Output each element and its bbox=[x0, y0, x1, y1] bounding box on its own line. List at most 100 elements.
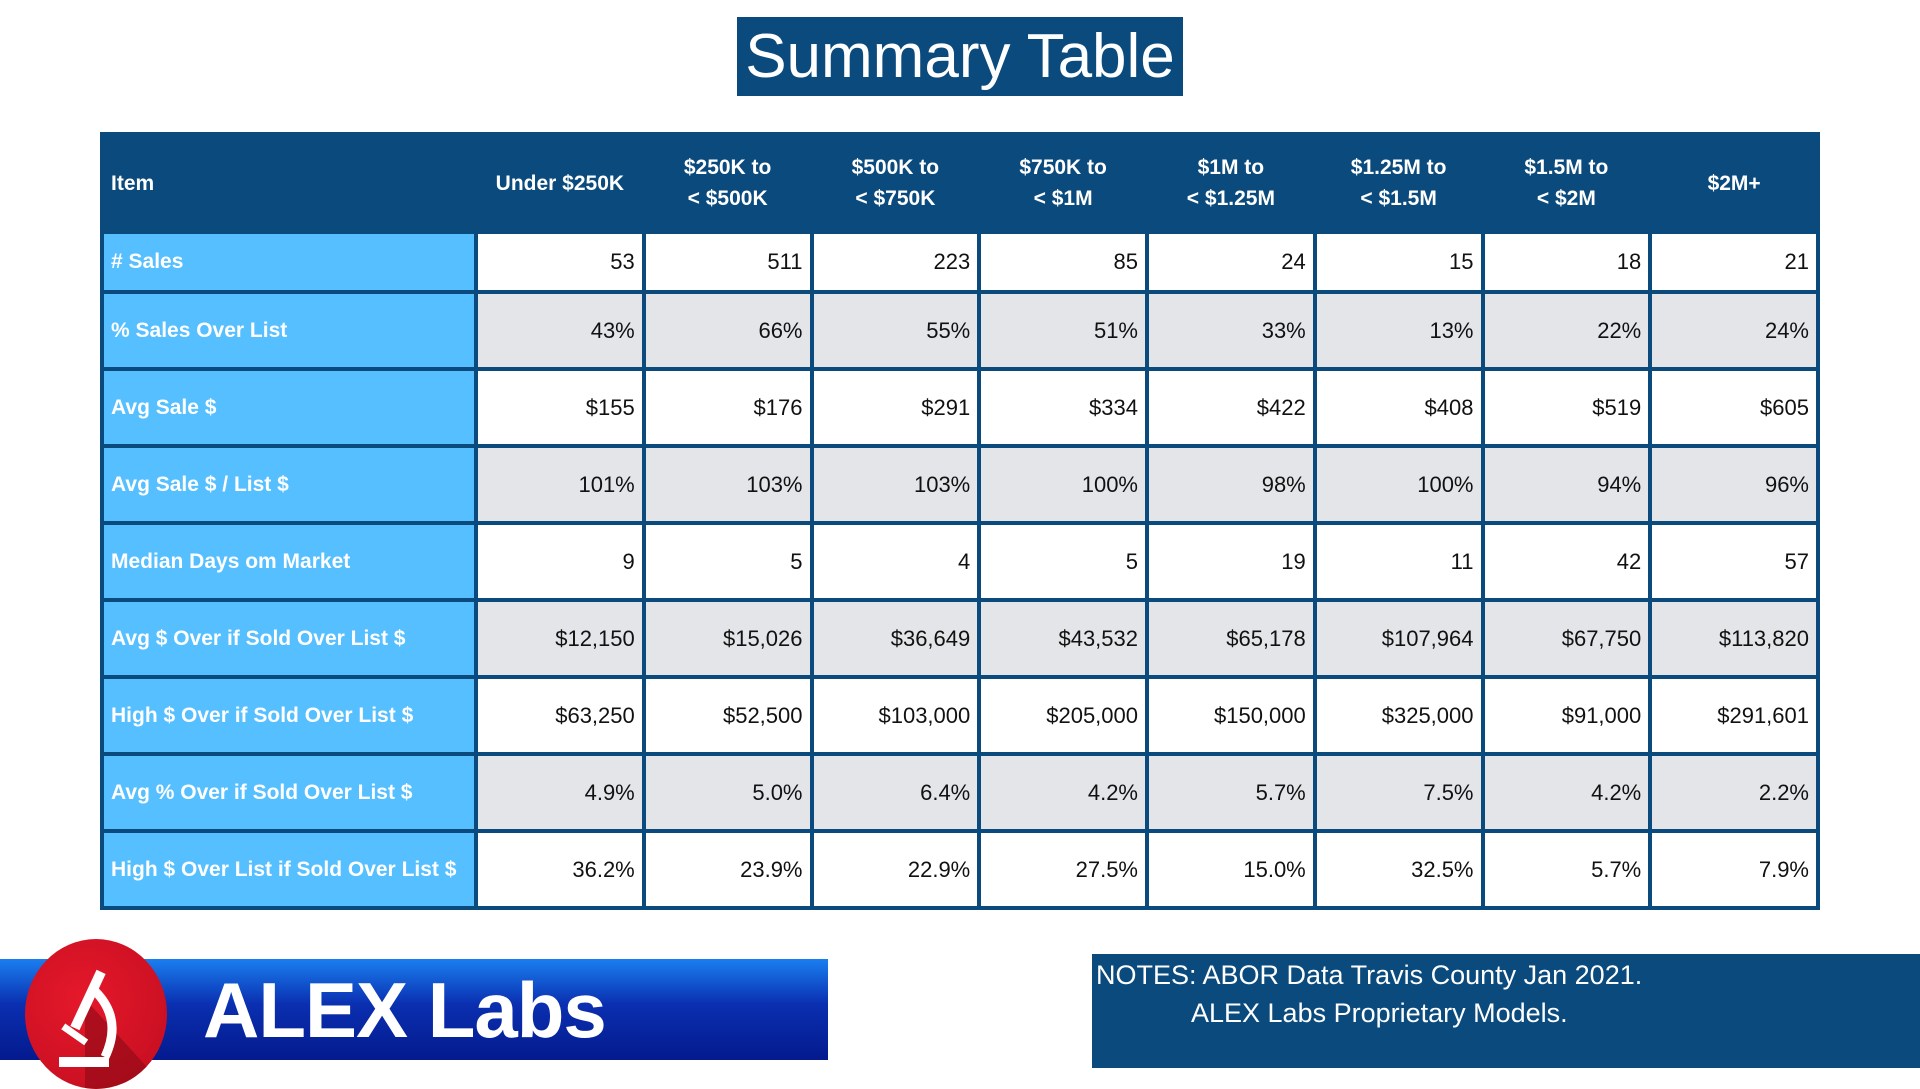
table-row: % Sales Over List 43% 66% 55% 51% 33% 13% 22% 24… bbox=[100, 290, 1820, 371]
row-label: High $ Over if Sold Over List $ bbox=[100, 675, 478, 756]
table-cell: 22% bbox=[1480, 290, 1653, 371]
table-cell: $91,000 bbox=[1480, 675, 1653, 756]
column-header-item: Item bbox=[100, 132, 478, 234]
row-label: % Sales Over List bbox=[100, 290, 478, 371]
table-cell: 511 bbox=[641, 230, 814, 294]
table-row: Avg Sale $ / List $101% 103% 103% 100% 98% 10… bbox=[100, 444, 1820, 525]
table-cell: 4 bbox=[809, 521, 982, 602]
table-cell: $150,000 bbox=[1145, 675, 1317, 756]
table-cell: 94% bbox=[1480, 444, 1653, 525]
table-row: Avg % Over if Sold Over List $4.9% 5.0% 6.… bbox=[100, 752, 1820, 833]
table-cell: $52,500 bbox=[641, 675, 814, 756]
table-row: Median Days om Market 9 5 4 5 19 11 42 57 bbox=[100, 521, 1820, 602]
page-title: Summary Table bbox=[737, 17, 1183, 96]
table-cell: 4.9% bbox=[474, 752, 646, 833]
table-cell: 36.2% bbox=[474, 829, 646, 910]
table-cell: $12,150 bbox=[474, 598, 646, 679]
table-cell: $291 bbox=[809, 367, 982, 448]
table-cell: $408 bbox=[1312, 367, 1485, 448]
table-cell: 24 bbox=[1145, 230, 1317, 294]
table-cell: 19 bbox=[1145, 521, 1317, 602]
table-cell: 4.2% bbox=[977, 752, 1149, 833]
table-cell: 27.5% bbox=[977, 829, 1149, 910]
table-cell: $43,532 bbox=[977, 598, 1149, 679]
table-cell: 5.0% bbox=[641, 752, 814, 833]
table-cell: 5 bbox=[641, 521, 814, 602]
row-label: Avg Sale $ bbox=[100, 367, 478, 448]
table-header-row: Item Under $250K $250K to < $500K $500K to < … bbox=[100, 132, 1820, 234]
row-label: Avg % Over if Sold Over List $ bbox=[100, 752, 478, 833]
column-header: $1M to < $1.25M bbox=[1145, 132, 1317, 234]
table-cell: 66% bbox=[641, 290, 814, 371]
table-cell: $176 bbox=[641, 367, 814, 448]
table-cell: 15 bbox=[1312, 230, 1485, 294]
table-cell: $67,750 bbox=[1480, 598, 1653, 679]
column-header: $500K to < $750K bbox=[809, 132, 982, 234]
table-cell: 223 bbox=[809, 230, 982, 294]
row-label: High $ Over List if Sold Over List $ bbox=[100, 829, 478, 910]
row-label: # Sales bbox=[100, 230, 478, 294]
table-cell: $519 bbox=[1480, 367, 1653, 448]
column-header: $750K to < $1M bbox=[977, 132, 1149, 234]
logo-text: ALEX Labs bbox=[203, 966, 607, 1054]
notes-line-1: NOTES: ABOR Data Travis County Jan 2021. bbox=[1096, 960, 1643, 990]
table-row: High $ Over List if Sold Over List $36.2… bbox=[100, 829, 1820, 910]
table-cell: 103% bbox=[809, 444, 982, 525]
column-header: $1.25M to < $1.5M bbox=[1312, 132, 1485, 234]
table-cell: $291,601 bbox=[1648, 675, 1820, 756]
table-cell: $113,820 bbox=[1648, 598, 1820, 679]
table-cell: 53 bbox=[474, 230, 646, 294]
column-header: $1.5M to < $2M bbox=[1480, 132, 1653, 234]
notes-box: NOTES: ABOR Data Travis County Jan 2021.… bbox=[1092, 954, 1920, 1068]
table-cell: 6.4% bbox=[809, 752, 982, 833]
table-cell: 100% bbox=[977, 444, 1149, 525]
table-cell: 18 bbox=[1480, 230, 1653, 294]
table-cell: 13% bbox=[1312, 290, 1485, 371]
column-header: $250K to < $500K bbox=[641, 132, 814, 234]
table-cell: 43% bbox=[474, 290, 646, 371]
column-header: Under $250K bbox=[474, 132, 646, 234]
table-cell: 51% bbox=[977, 290, 1149, 371]
table-cell: 21 bbox=[1648, 230, 1820, 294]
table-cell: 7.9% bbox=[1648, 829, 1820, 910]
table-cell: $63,250 bbox=[474, 675, 646, 756]
table-cell: $15,026 bbox=[641, 598, 814, 679]
table-row: High $ Over if Sold Over List $ $63,250 $5… bbox=[100, 675, 1820, 756]
table-row: Avg Sale $ $155 $176 $291 $334 $422 $408 $519 $6… bbox=[100, 367, 1820, 448]
table-cell: 85 bbox=[977, 230, 1149, 294]
table-cell: $325,000 bbox=[1312, 675, 1485, 756]
table-cell: 100% bbox=[1312, 444, 1485, 525]
table-cell: 15.0% bbox=[1145, 829, 1317, 910]
table-cell: $107,964 bbox=[1312, 598, 1485, 679]
table-cell: 32.5% bbox=[1312, 829, 1485, 910]
table-cell: 23.9% bbox=[641, 829, 814, 910]
table-cell: 24% bbox=[1648, 290, 1820, 371]
table-cell: 103% bbox=[641, 444, 814, 525]
row-label: Avg $ Over if Sold Over List $ bbox=[100, 598, 478, 679]
row-label: Avg Sale $ / List $ bbox=[100, 444, 478, 525]
table-cell: 5.7% bbox=[1145, 752, 1317, 833]
notes-line-2: ALEX Labs Proprietary Models. bbox=[1191, 998, 1568, 1028]
column-header: $2M+ bbox=[1648, 132, 1820, 234]
microscope-logo-icon bbox=[25, 939, 167, 1089]
table-cell: $205,000 bbox=[977, 675, 1149, 756]
row-label: Median Days om Market bbox=[100, 521, 478, 602]
table-cell: 42 bbox=[1480, 521, 1653, 602]
table-cell: 33% bbox=[1145, 290, 1317, 371]
table-cell: 11 bbox=[1312, 521, 1485, 602]
table-cell: 5 bbox=[977, 521, 1149, 602]
table-cell: 55% bbox=[809, 290, 982, 371]
table-cell: 9 bbox=[474, 521, 646, 602]
table-cell: 7.5% bbox=[1312, 752, 1485, 833]
table-cell: $605 bbox=[1648, 367, 1820, 448]
table-row: Avg $ Over if Sold Over List $ $12,150 $15… bbox=[100, 598, 1820, 679]
table-cell: $65,178 bbox=[1145, 598, 1317, 679]
table-cell: $422 bbox=[1145, 367, 1317, 448]
table-cell: 57 bbox=[1648, 521, 1820, 602]
table-cell: 5.7% bbox=[1480, 829, 1653, 910]
table-cell: 96% bbox=[1648, 444, 1820, 525]
table-cell: $103,000 bbox=[809, 675, 982, 756]
table-cell: $334 bbox=[977, 367, 1149, 448]
table-cell: 2.2% bbox=[1648, 752, 1820, 833]
table-cell: 22.9% bbox=[809, 829, 982, 910]
